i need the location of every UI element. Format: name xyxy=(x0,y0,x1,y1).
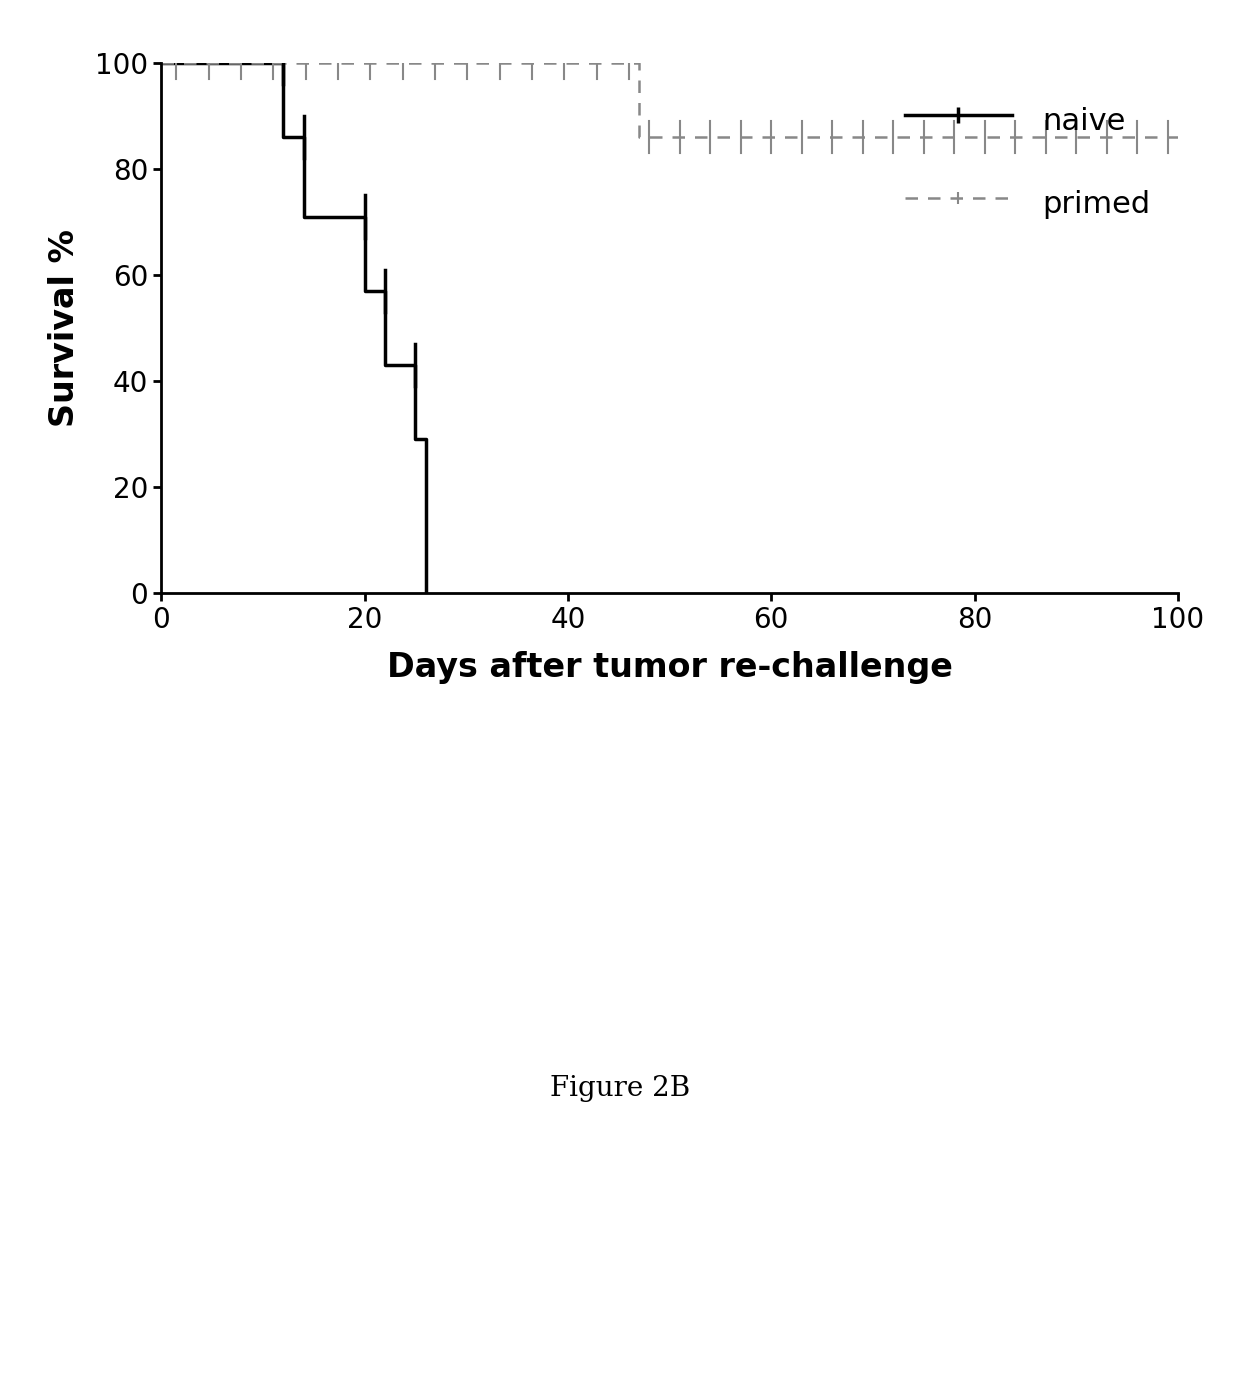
X-axis label: Days after tumor re-challenge: Days after tumor re-challenge xyxy=(387,650,952,684)
Text: Figure 2B: Figure 2B xyxy=(549,1074,691,1102)
Y-axis label: Survival %: Survival % xyxy=(48,229,81,427)
Legend: naive, primed: naive, primed xyxy=(893,89,1163,233)
